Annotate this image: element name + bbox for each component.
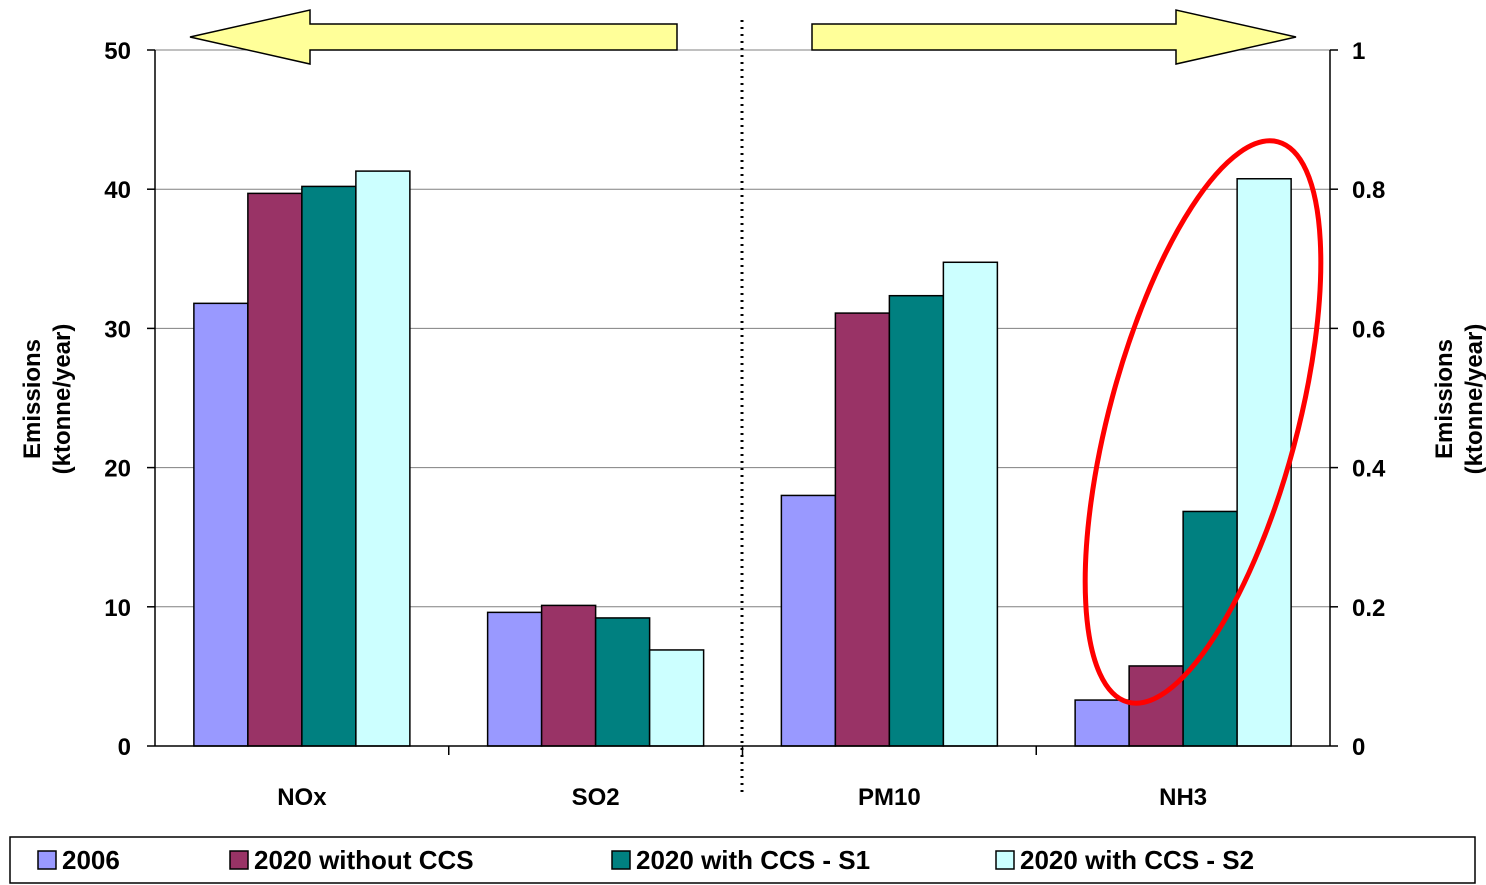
bar-pm10-1 <box>834 312 891 747</box>
right-arrow-icon <box>811 9 1297 65</box>
legend-swatch <box>995 850 1015 870</box>
bar-nox-3 <box>355 170 411 747</box>
left-tick-label: 30 <box>104 316 131 343</box>
legend-swatch <box>37 850 57 870</box>
bar-nh3-2 <box>1182 510 1238 747</box>
right-axis-title-line2: (ktonne/year) <box>1461 324 1486 475</box>
right-tick-label: 0.4 <box>1352 456 1386 483</box>
category-label: SO2 <box>572 784 620 811</box>
left-tick-label: 0 <box>118 734 131 761</box>
right-tick-label: 1 <box>1352 38 1365 65</box>
bar-so2-3 <box>648 649 705 747</box>
left-tick-label: 10 <box>104 595 131 622</box>
bars-group <box>193 170 1292 747</box>
right-tick-label: 0.6 <box>1352 316 1385 343</box>
category-label: PM10 <box>858 784 921 811</box>
category-labels: NOx SO2 PM10 NH3 <box>277 784 1207 811</box>
left-axis-ticks: 0 10 20 30 40 50 <box>104 38 155 761</box>
right-axis-title-line1: Emissions <box>1431 339 1458 459</box>
legend-label: 2020 with CCS - S1 <box>636 845 870 875</box>
right-tick-label: 0 <box>1352 734 1365 761</box>
nh3-highlight-ellipse <box>1082 138 1324 706</box>
bar-nh3-0 <box>1074 699 1130 747</box>
bar-so2-2 <box>594 617 651 747</box>
bar-nox-1 <box>247 192 303 747</box>
legend-label: 2006 <box>62 845 120 875</box>
right-tick-label: 0.8 <box>1352 177 1385 204</box>
bar-pm10-2 <box>888 294 945 747</box>
legend-label: 2020 with CCS - S2 <box>1020 845 1254 875</box>
bar-so2-1 <box>540 604 597 747</box>
right-tick-label: 0.2 <box>1352 595 1385 622</box>
bar-pm10-3 <box>942 261 999 747</box>
bar-nh3-1 <box>1128 665 1184 747</box>
category-label: NOx <box>277 784 327 811</box>
bar-nox-0 <box>193 302 249 747</box>
category-label: NH3 <box>1159 784 1207 811</box>
bar-nh3-3 <box>1236 178 1292 747</box>
legend: 2006 2020 without CCS 2020 with CCS - S1 20… <box>37 845 1254 875</box>
legend-swatch <box>611 850 631 870</box>
right-axis-ticks: 0 0.2 0.4 0.6 0.8 1 <box>1330 38 1386 761</box>
legend-swatch <box>229 850 249 870</box>
axes-group <box>154 50 1331 755</box>
bar-so2-0 <box>486 611 543 747</box>
left-arrow-icon <box>189 9 678 65</box>
left-tick-label: 20 <box>104 456 131 483</box>
legend-box <box>9 836 1476 884</box>
left-tick-label: 50 <box>104 38 131 65</box>
left-axis-title-line1: Emissions <box>19 339 46 459</box>
left-axis-title-line2: (ktonne/year) <box>49 324 76 475</box>
bar-pm10-0 <box>780 494 837 747</box>
legend-label: 2020 without CCS <box>254 845 474 875</box>
left-tick-label: 40 <box>104 177 131 204</box>
bar-nox-2 <box>301 185 357 747</box>
